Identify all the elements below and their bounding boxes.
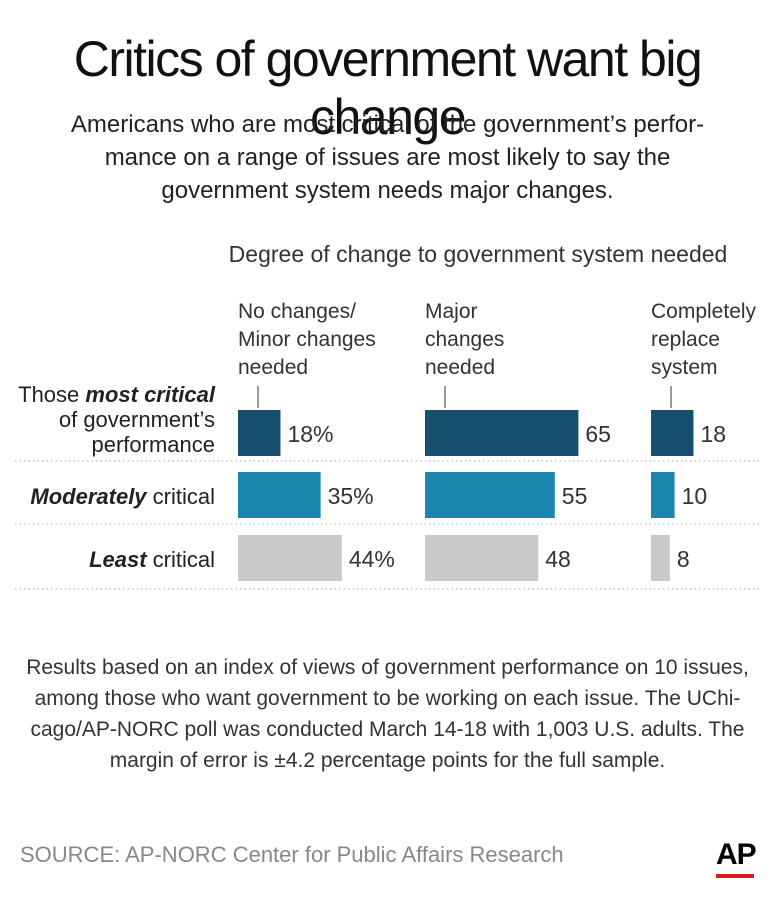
bar — [238, 410, 281, 456]
row-label: Those most critical — [18, 382, 216, 407]
chart-subheading: Degree of change to government system ne… — [229, 241, 728, 267]
column-header-label: Completely — [651, 300, 757, 323]
data-label: 18% — [287, 421, 333, 447]
bar — [425, 410, 579, 456]
data-label: 8 — [677, 546, 690, 572]
ap-logo-underline — [716, 874, 754, 878]
source-credit: SOURCE: AP-NORC Center for Public Affair… — [20, 842, 564, 867]
subtitle-line: mance on a range of issues are most like… — [104, 144, 671, 171]
chart-title: Critics of government want big change — [73, 31, 703, 145]
row-label: Least critical — [89, 547, 215, 572]
bar — [651, 472, 675, 518]
data-label: 35% — [328, 483, 374, 509]
data-label: 48 — [545, 546, 571, 572]
column-header-label: needed — [238, 356, 308, 379]
data-label: 65 — [585, 421, 611, 447]
chart-subtitle: Americans who are most critical of the g… — [30, 108, 745, 207]
footnote-line: among those who want government to be wo… — [34, 687, 741, 710]
column-header-label: system — [651, 356, 718, 379]
ap-logo: AP — [716, 838, 757, 871]
bar — [238, 535, 342, 581]
column-header-label: changes — [425, 328, 504, 351]
bar — [238, 472, 321, 518]
subtitle-line: Americans who are most critical of the g… — [70, 111, 705, 138]
column-header-label: replace — [651, 328, 720, 351]
data-label: 18 — [700, 421, 726, 447]
bar — [425, 535, 539, 581]
row-label: performance — [91, 432, 215, 457]
data-label: 55 — [562, 483, 588, 509]
column-header-label: No changes/ — [238, 300, 356, 323]
column-header-label: Major — [425, 300, 478, 323]
footnote-line: margin of error is ±4.2 percentage point… — [109, 749, 666, 772]
data-label: 44% — [349, 546, 395, 572]
column-header-label: Minor changes — [238, 328, 376, 351]
row-label: of government’s — [59, 407, 215, 432]
column-header-label: needed — [425, 356, 495, 379]
bar — [651, 535, 670, 581]
bar — [425, 472, 555, 518]
data-label: 10 — [682, 483, 708, 509]
footnote: Results based on an index of views of go… — [20, 652, 755, 776]
footnote-line: Results based on an index of views of go… — [26, 656, 749, 679]
footnote-line: cago/AP-NORC poll was conducted March 14… — [30, 718, 745, 741]
row-label: Moderately critical — [30, 484, 215, 509]
subtitle-line: government system needs major changes. — [161, 177, 614, 204]
bar — [651, 410, 694, 456]
